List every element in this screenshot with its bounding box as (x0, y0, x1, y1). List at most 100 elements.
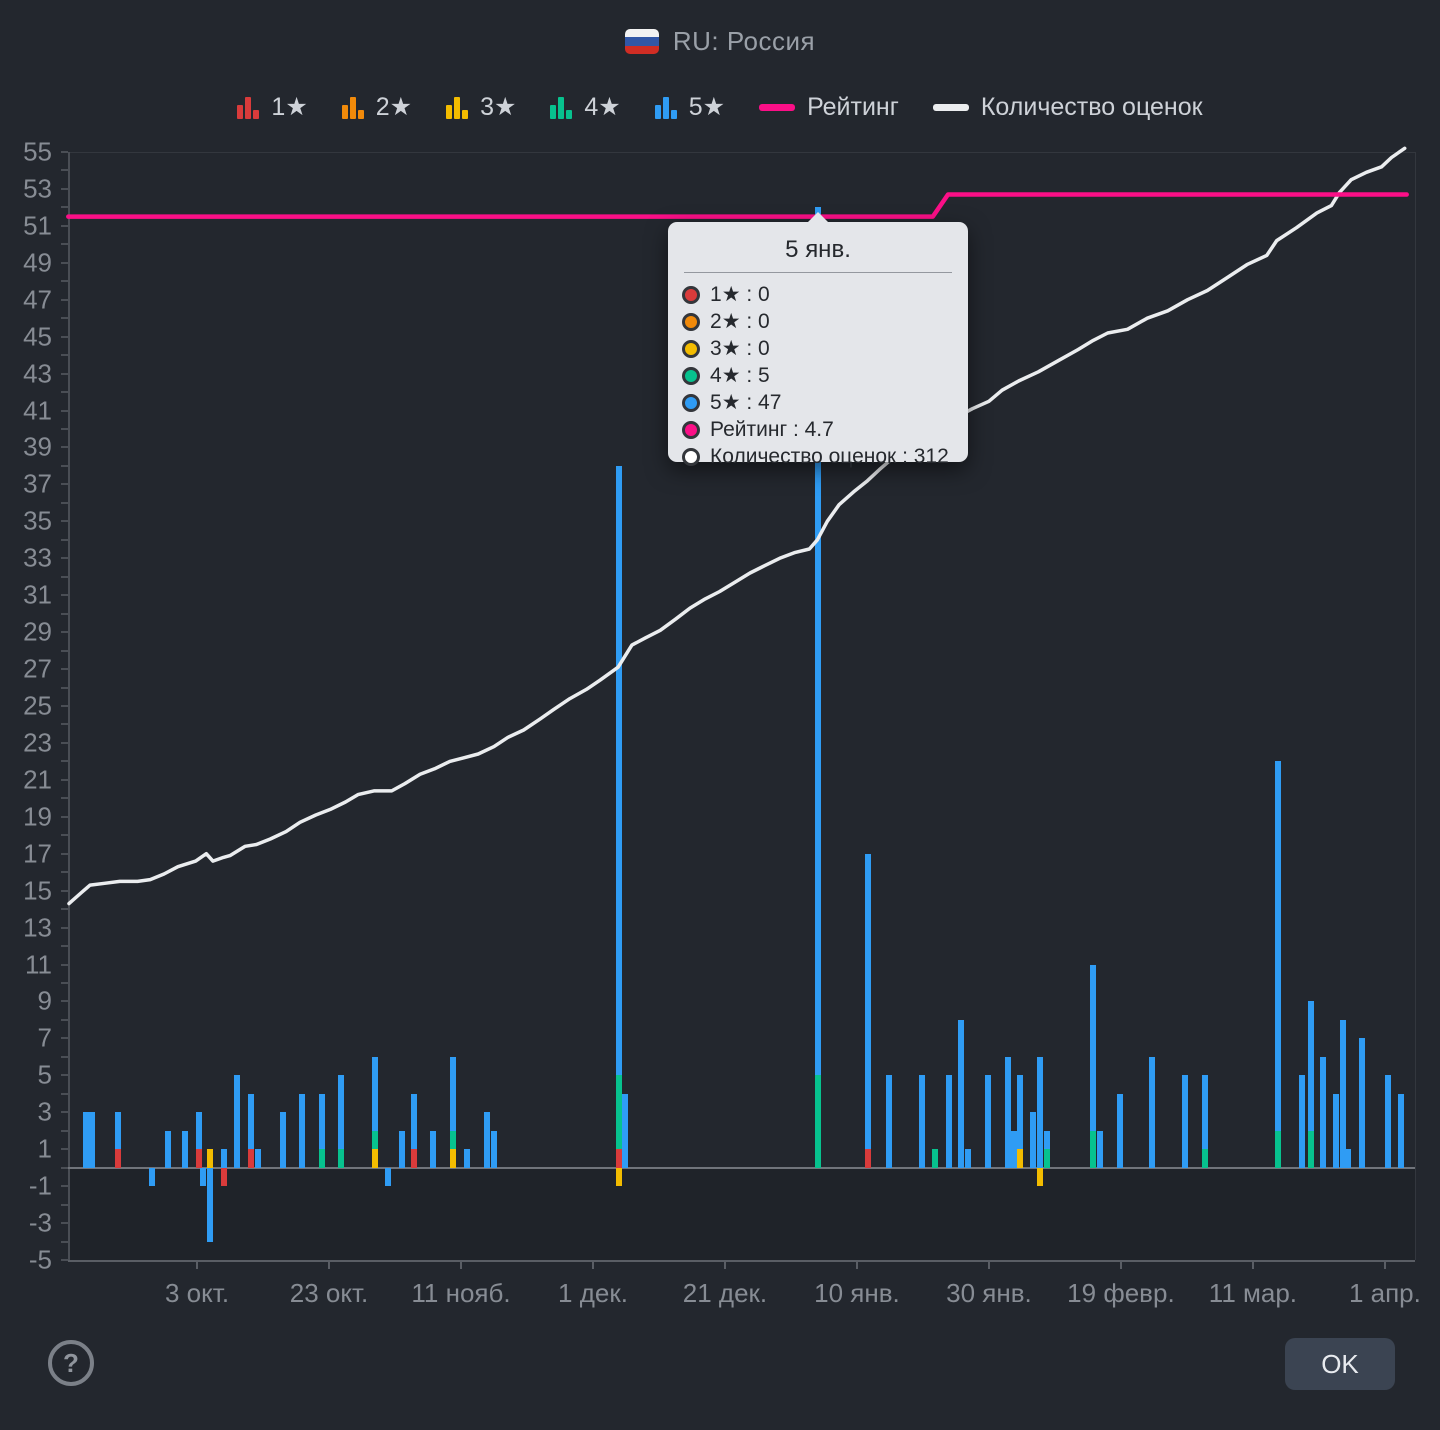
rating-bar-segment[interactable] (1307, 1130, 1314, 1168)
rating-bar-segment[interactable] (615, 1075, 622, 1150)
rating-bar-segment[interactable] (372, 1130, 379, 1150)
rating-bar-segment-negative[interactable] (207, 1167, 214, 1242)
rating-bar-segment[interactable] (450, 1056, 457, 1131)
rating-bar-segment[interactable] (1274, 761, 1281, 1131)
rating-bar-segment[interactable] (207, 1149, 214, 1168)
rating-bar-segment[interactable] (372, 1056, 379, 1131)
rating-bar-segment[interactable] (430, 1130, 437, 1168)
rating-bar-segment[interactable] (463, 1149, 470, 1168)
help-button[interactable]: ? (48, 1340, 94, 1386)
tooltip-row: Рейтинг : 4.7 (682, 416, 954, 443)
legend-item-count[interactable]: Количество оценок (932, 93, 1203, 122)
rating-bar-segment[interactable] (114, 1149, 121, 1168)
rating-bar-segment[interactable] (1384, 1075, 1391, 1168)
y-axis-minor-tick (61, 372, 68, 375)
rating-bar-segment[interactable] (1201, 1149, 1208, 1168)
rating-bar-segment[interactable] (1201, 1075, 1208, 1150)
rating-bar-segment[interactable] (1016, 1075, 1023, 1150)
rating-bar-segment[interactable] (234, 1075, 241, 1168)
plot-right-border (1415, 152, 1416, 1260)
rating-bar-segment[interactable] (372, 1149, 379, 1168)
rating-bar-segment[interactable] (248, 1093, 255, 1150)
rating-bar-segment[interactable] (931, 1149, 938, 1168)
legend-item-3-star[interactable]: 3★ (446, 92, 516, 122)
rating-bar-segment-negative[interactable] (199, 1167, 206, 1187)
rating-bar-segment[interactable] (337, 1075, 344, 1150)
y-axis-tick-label: 41 (23, 395, 52, 426)
rating-bar-segment[interactable] (1344, 1149, 1351, 1168)
rating-bar-segment[interactable] (483, 1112, 490, 1168)
rating-bar-segment[interactable] (114, 1112, 121, 1150)
rating-bar-segment[interactable] (318, 1149, 325, 1168)
line-swatch-icon (932, 103, 969, 111)
y-axis-tick-label: 55 (23, 136, 52, 167)
rating-bar-segment[interactable] (1358, 1038, 1365, 1168)
rating-bar-segment[interactable] (1299, 1075, 1306, 1168)
rating-bar-segment[interactable] (1044, 1130, 1050, 1150)
rating-bar-segment[interactable] (1030, 1112, 1037, 1168)
rating-bar-segment-negative[interactable] (1036, 1167, 1043, 1187)
rating-bar-segment[interactable] (450, 1130, 457, 1150)
rating-bar-segment[interactable] (918, 1075, 925, 1168)
rating-bar-segment[interactable] (1011, 1130, 1018, 1168)
y-axis-minor-tick (61, 280, 68, 283)
legend-item-5-star[interactable]: 5★ (654, 92, 725, 122)
rating-bar-segment[interactable] (279, 1112, 286, 1168)
rating-bar-segment[interactable] (1096, 1130, 1103, 1168)
legend-item-4-star[interactable]: 4★ (550, 92, 621, 122)
rating-bar-segment[interactable] (195, 1149, 202, 1168)
rating-bar-segment[interactable] (1148, 1056, 1155, 1168)
rating-bar-segment[interactable] (865, 853, 872, 1150)
ok-button[interactable]: OK (1285, 1338, 1395, 1390)
rating-bar-segment[interactable] (1116, 1093, 1123, 1168)
rating-bar-segment[interactable] (1181, 1075, 1188, 1168)
rating-bar-segment[interactable] (1274, 1130, 1281, 1168)
rating-bar-segment[interactable] (1090, 964, 1097, 1131)
legend-item-2-star[interactable]: 2★ (341, 92, 412, 122)
rating-bar-segment[interactable] (450, 1149, 457, 1168)
rating-bar-segment[interactable] (615, 465, 622, 1076)
rating-bar-segment[interactable] (865, 1149, 872, 1168)
rating-bar-segment[interactable] (318, 1093, 325, 1150)
rating-bar-segment[interactable] (1307, 1001, 1314, 1131)
rating-bar-segment[interactable] (195, 1112, 202, 1150)
rating-bar-segment-negative[interactable] (149, 1167, 156, 1187)
rating-bar-segment[interactable] (164, 1130, 171, 1168)
rating-bar-segment[interactable] (1036, 1056, 1043, 1168)
rating-bar-segment[interactable] (1005, 1056, 1012, 1168)
legend-item-rating[interactable]: Рейтинг (759, 93, 899, 122)
legend-item-1-star[interactable]: 1★ (237, 92, 308, 122)
rating-bar-segment[interactable] (1016, 1149, 1023, 1168)
rating-bar-segment[interactable] (958, 1019, 965, 1168)
rating-bar-segment[interactable] (89, 1112, 96, 1168)
rating-bar-segment[interactable] (254, 1149, 261, 1168)
rating-bar-segment[interactable] (411, 1093, 418, 1150)
rating-bar-segment[interactable] (1090, 1130, 1097, 1168)
y-axis-minor-tick (61, 945, 68, 948)
rating-bar-segment[interactable] (621, 1093, 628, 1168)
rating-bar-segment[interactable] (815, 1075, 822, 1168)
rating-bar-segment[interactable] (83, 1112, 90, 1168)
rating-bar-segment[interactable] (1397, 1093, 1404, 1168)
rating-bar-segment[interactable] (1339, 1019, 1346, 1168)
rating-bar-segment-negative[interactable] (221, 1167, 228, 1187)
rating-bar-segment-negative[interactable] (615, 1167, 622, 1187)
rating-bar-segment[interactable] (411, 1149, 418, 1168)
rating-bar-segment[interactable] (490, 1130, 497, 1168)
rating-bar-segment[interactable] (984, 1075, 991, 1168)
rating-bar-segment[interactable] (615, 1149, 622, 1168)
rating-bar-segment[interactable] (1319, 1056, 1326, 1168)
rating-bar-segment[interactable] (248, 1149, 255, 1168)
rating-bar-segment[interactable] (964, 1149, 971, 1168)
rating-bar-segment[interactable] (1333, 1093, 1340, 1168)
rating-bar-segment[interactable] (337, 1149, 344, 1168)
rating-bar-segment[interactable] (182, 1130, 189, 1168)
rating-bar-segment-negative[interactable] (384, 1167, 391, 1187)
rating-bar-segment[interactable] (945, 1075, 952, 1168)
rating-bar-segment[interactable] (885, 1075, 892, 1168)
rating-bar-segment[interactable] (221, 1149, 228, 1168)
rating-bar-segment[interactable] (1044, 1149, 1050, 1168)
y-axis-minor-tick (61, 575, 68, 578)
rating-bar-segment[interactable] (399, 1130, 406, 1168)
rating-bar-segment[interactable] (298, 1093, 305, 1168)
